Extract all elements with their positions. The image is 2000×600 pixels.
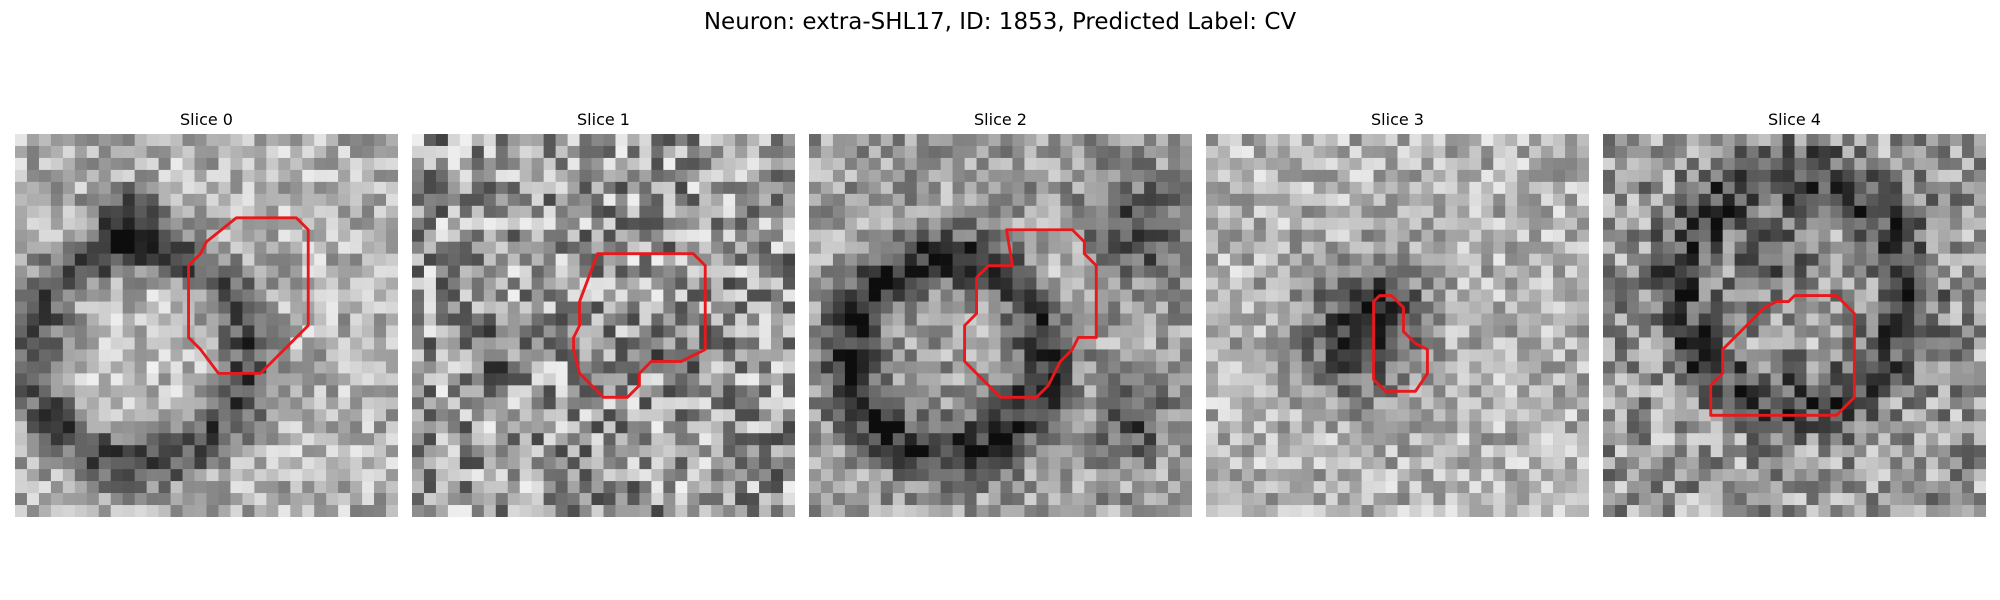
pixel-grid: [15, 134, 398, 517]
slice-3-image: [1206, 134, 1589, 517]
pixel-grid: [412, 134, 795, 517]
pixel-grid: [1206, 134, 1589, 517]
slice-panel-3: Slice 3: [1206, 108, 1589, 517]
slice-1-image: [412, 134, 795, 517]
figure-title: Neuron: extra-SHL17, ID: 1853, Predicted…: [703, 9, 1297, 35]
roi-contour: [572, 252, 707, 399]
slice-1-title: Slice 1: [577, 110, 630, 129]
roi-contour: [1709, 294, 1856, 417]
slice-panel-2: Slice 2: [809, 108, 1192, 517]
slice-panel-1: Slice 1: [412, 108, 795, 517]
pixel-grid: [1603, 134, 1986, 517]
roi-contour: [187, 216, 310, 375]
slice-2-title: Slice 2: [974, 110, 1027, 129]
slice-4-image: [1603, 134, 1986, 517]
slice-0-image: [15, 134, 398, 517]
slice-3-title: Slice 3: [1371, 110, 1424, 129]
slice-4-title: Slice 4: [1768, 110, 1821, 129]
slice-panel-0: Slice 0: [15, 108, 398, 517]
slice-panel-4: Slice 4: [1603, 108, 1986, 517]
roi-contour: [1372, 294, 1429, 393]
pixel-grid: [809, 134, 1192, 517]
slice-2-image: [809, 134, 1192, 517]
roi-contour: [963, 228, 1098, 399]
slice-0-title: Slice 0: [180, 110, 233, 129]
